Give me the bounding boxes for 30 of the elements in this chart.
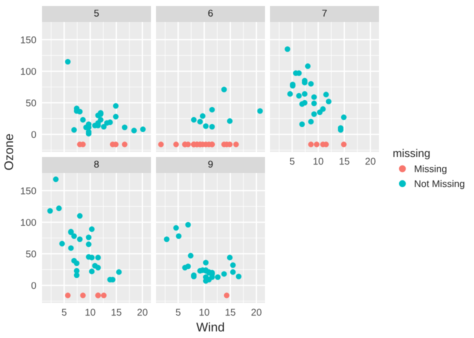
chart-title: 7 (322, 10, 327, 17)
y-tick-label: 150 (20, 187, 36, 194)
chart-title: 6 (208, 10, 213, 17)
x-tick-label: 20 (251, 308, 262, 316)
y-tick-label: 50 (26, 250, 36, 258)
y-tick-label: 100 (20, 218, 36, 226)
x-tick-label: 20 (137, 308, 148, 316)
y-axis-title: Ozone (4, 134, 14, 170)
y-tick-label: 50 (26, 100, 36, 106)
x-tick-label: 10 (200, 308, 210, 316)
y-tick-label: 150 (20, 36, 36, 44)
y-tick-label: 0 (31, 131, 36, 138)
x-tick-label: 10 (86, 308, 96, 316)
chart-title: 5 (94, 10, 99, 17)
chart-title: 8 (94, 160, 99, 168)
legend-label: Missing (414, 165, 446, 174)
x-tick-label: 15 (112, 308, 122, 316)
x-tick-label: 5 (290, 158, 294, 165)
x-tick-label: 15 (340, 158, 350, 165)
x-tick-label: 15 (226, 308, 236, 316)
y-tick-label: 0 (31, 282, 36, 289)
legend-title: missing (393, 148, 430, 160)
x-tick-label: 5 (176, 308, 180, 316)
x-tick-label: 10 (314, 158, 324, 165)
y-tick-label: 100 (20, 68, 36, 75)
x-axis-title: Wind (196, 322, 224, 332)
x-tick-label: 5 (62, 308, 66, 316)
chart-title: 9 (208, 160, 213, 168)
x-tick-label: 20 (365, 158, 376, 165)
legend-label: Not Missing (414, 180, 464, 190)
